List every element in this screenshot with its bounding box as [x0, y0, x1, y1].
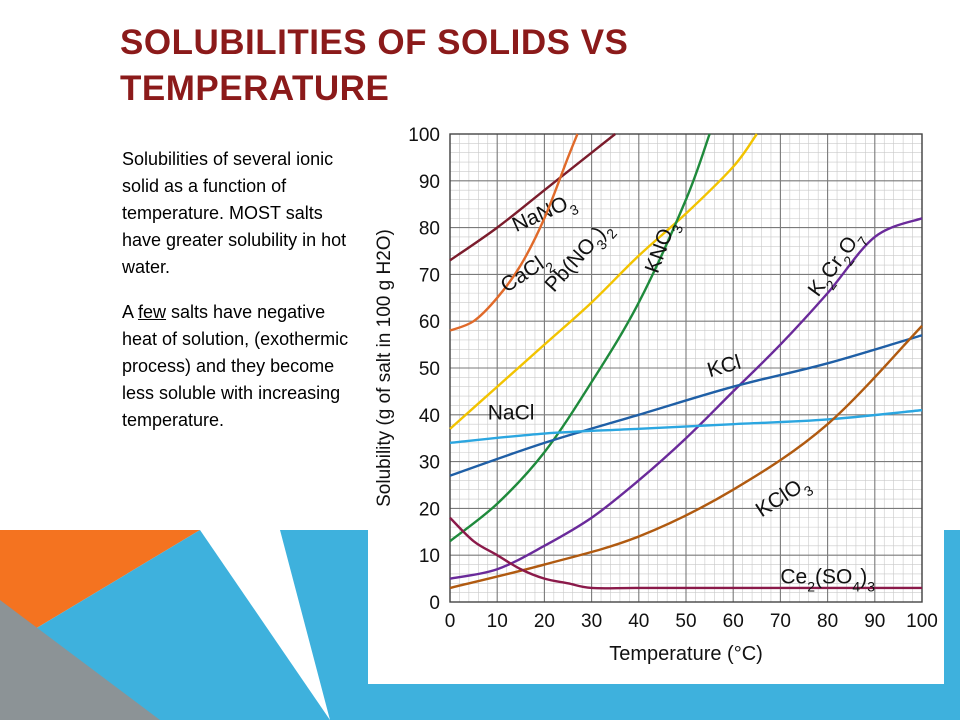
paragraph-2-start: A — [122, 302, 139, 322]
series-line-kclo3 — [449, 325, 923, 590]
series-line-kcl — [449, 334, 923, 477]
x-tick-label: 30 — [581, 611, 602, 632]
x-tick-label: 50 — [675, 611, 696, 632]
y-tick-label: 100 — [408, 125, 440, 146]
y-axis-label: Solubility (g of salt in 100 g H2O) — [374, 229, 395, 507]
underlined-word: few — [138, 302, 167, 322]
x-tick-label: 20 — [534, 611, 555, 632]
y-tick-label: 50 — [419, 359, 440, 380]
series-line-nacl — [449, 408, 923, 445]
body-text: Solubilities of several ionic solid as a… — [122, 146, 358, 452]
gray-triangle — [0, 600, 160, 720]
chart-svg: 0 10 20 30 40 50 60 70 80 90 100 0 10 20 30 40 50 60 70 80 9… — [374, 125, 938, 665]
x-tick-label: 80 — [817, 611, 838, 632]
series-line-k2cr2o7 — [449, 217, 923, 580]
series-line-nano3 — [449, 133, 616, 262]
x-tick-label: 40 — [628, 611, 649, 632]
plot-frame — [449, 133, 923, 603]
x-tick-label: 0 — [445, 611, 456, 632]
x-axis-label: Temperature (°C) — [609, 643, 763, 665]
series-line-pbno32 — [449, 133, 758, 430]
y-tick-label: 40 — [419, 406, 440, 427]
paragraph-2-end: salts have negative heat of solution, (e… — [122, 302, 349, 430]
solubility-chart: 0 10 20 30 40 50 60 70 80 90 100 0 10 20 30 40 50 60 70 80 9… — [368, 118, 944, 684]
x-tick-label: 100 — [906, 611, 938, 632]
series-label-nacl: NaCl — [488, 401, 535, 424]
series-label-ce2so43: Ce2(SO4)3 — [780, 565, 875, 594]
y-tick-label: 70 — [419, 265, 440, 286]
paragraph-2: A few salts have negative heat of soluti… — [122, 299, 358, 434]
paragraph-1: Solubilities of several ionic solid as a… — [122, 149, 347, 277]
x-tick-label: 60 — [723, 611, 744, 632]
x-tick-label: 10 — [487, 611, 508, 632]
series-line-ce2so43 — [449, 516, 922, 590]
x-tick-label: 70 — [770, 611, 791, 632]
y-tick-label: 10 — [419, 546, 440, 567]
y-tick-label: 60 — [419, 312, 440, 333]
y-tick-label: 30 — [419, 453, 440, 474]
y-tick-label: 80 — [419, 219, 440, 240]
x-tick-label: 90 — [864, 611, 885, 632]
y-tick-label: 20 — [419, 499, 440, 520]
y-tick-label: 90 — [419, 172, 440, 193]
y-tick-label: 0 — [429, 593, 440, 614]
slide-title: SOLUBILITIES OF SOLIDS VS TEMPERATURE — [120, 23, 629, 108]
series-line-cacl2 — [449, 133, 579, 332]
series-line-kno3 — [449, 133, 711, 543]
